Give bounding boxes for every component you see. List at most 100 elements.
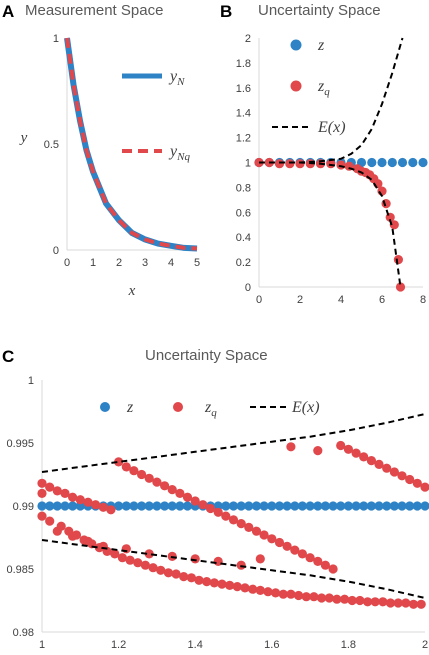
data-point-z — [408, 157, 418, 168]
data-point-z — [244, 501, 254, 511]
data-point-z_q — [129, 466, 139, 476]
x-tick-label: 4 — [168, 257, 174, 269]
data-point-z_q — [236, 519, 246, 529]
data-point-z_q — [240, 583, 250, 593]
data-point-z_q — [167, 485, 177, 495]
data-point-z — [343, 501, 353, 511]
data-point-z_q — [263, 587, 273, 597]
data-point-z — [137, 501, 147, 511]
data-point-z_q — [45, 482, 55, 492]
data-point-z — [251, 501, 262, 511]
x-tick-label: 3 — [142, 257, 148, 269]
data-point-z_q — [420, 482, 429, 492]
data-point-z_q — [140, 560, 150, 570]
x-tick-label: 8 — [420, 294, 426, 306]
data-point-z_q — [366, 456, 376, 466]
data-point-z — [367, 157, 377, 168]
data-point-z_q — [382, 463, 392, 473]
data-point-z_q — [381, 199, 391, 209]
data-point-z_q — [416, 599, 426, 609]
data-point-z_q — [351, 448, 361, 458]
y-tick-label: 1 — [28, 375, 34, 387]
data-point-z_q — [37, 478, 47, 488]
data-point-z_q — [359, 452, 369, 462]
data-point-z — [418, 157, 428, 168]
data-point-z_q — [309, 592, 319, 602]
data-point-z — [305, 501, 315, 511]
legend-swatch-z — [100, 402, 110, 412]
x-tick-label: 4 — [338, 294, 344, 306]
data-point-z — [236, 501, 246, 511]
data-point-z_q — [225, 580, 235, 591]
legend-swatch-zq — [290, 80, 302, 92]
data-point-z — [389, 501, 399, 511]
data-point-z_q — [290, 545, 300, 555]
data-point-z_q — [267, 534, 277, 544]
y-tick-label: 0.4 — [236, 232, 251, 244]
y-tick-label: 2 — [245, 33, 251, 45]
y-tick-label: 0 — [53, 245, 59, 257]
x-tick-label: 1.6 — [264, 639, 279, 651]
data-point-z_q — [52, 486, 62, 496]
data-point-z_q — [274, 537, 285, 548]
data-point-z_q — [259, 530, 269, 540]
panel-title-c: Uncertainty Space — [145, 347, 268, 364]
data-point-z_q — [194, 575, 204, 585]
data-point-z_q — [37, 511, 47, 521]
data-point-z — [121, 501, 131, 511]
data-point-z_q — [370, 597, 380, 607]
x-tick-label: 1 — [39, 639, 45, 651]
data-point-z_q — [152, 477, 162, 487]
y-tick-label: 0.985 — [6, 564, 34, 576]
data-point-z — [274, 501, 285, 511]
x-tick-label: 0 — [256, 294, 262, 306]
y-tick-label: 0 — [245, 282, 251, 294]
data-point-z_q — [236, 560, 246, 570]
data-point-z_q — [98, 502, 108, 512]
data-point-z_q — [232, 582, 242, 592]
data-point-z_q — [343, 444, 353, 454]
data-point-z_q — [121, 462, 131, 472]
x-tick-label: 1.8 — [341, 639, 356, 651]
data-point-z_q — [347, 595, 357, 606]
data-point-z_q — [91, 500, 101, 510]
data-point-z_q — [198, 500, 208, 510]
data-point-z_q — [248, 584, 258, 594]
data-point-z_q — [286, 589, 296, 599]
y-tick-label: 0.2 — [236, 257, 251, 269]
panel-label-a: A — [2, 2, 14, 21]
data-point-z_q — [305, 553, 315, 563]
data-point-z_q — [68, 531, 78, 541]
data-point-z — [336, 501, 346, 511]
data-point-z_q — [389, 467, 399, 477]
data-point-z — [114, 501, 124, 511]
y-tick-label: 1 — [245, 158, 251, 170]
chart-b: 0 2 4 6 8 0 0.2 0.4 0.6 0.8 1 1.2 1.4 1.6 1.8 2 z zq E(x) — [236, 33, 428, 306]
data-point-z — [382, 501, 392, 511]
data-point-z_q — [332, 594, 342, 604]
data-point-z_q — [190, 554, 200, 564]
data-point-z_q — [156, 565, 166, 575]
y-tick-label: 0.99 — [13, 501, 34, 513]
data-point-z — [397, 157, 408, 168]
legend-label-z: z — [317, 37, 325, 54]
legend-label-E: E(x) — [317, 119, 346, 136]
panel-label-c: C — [2, 347, 14, 366]
data-point-z — [175, 501, 185, 511]
data-point-z — [267, 501, 277, 511]
data-point-z_q — [83, 497, 93, 507]
data-point-z_q — [190, 496, 200, 506]
envelope-upper-line — [259, 37, 404, 164]
data-point-z_q — [282, 541, 292, 551]
data-point-z — [328, 501, 338, 511]
data-point-z_q — [209, 578, 219, 588]
data-point-z_q — [301, 592, 311, 602]
data-point-z_q — [295, 159, 305, 169]
data-point-z_q — [255, 585, 265, 596]
panel-label-b: B — [220, 2, 232, 21]
data-point-z_q — [313, 446, 323, 456]
x-tick-label: 2 — [422, 639, 428, 651]
data-point-z_q — [317, 593, 327, 603]
data-point-z_q — [408, 599, 419, 609]
data-point-z_q — [374, 459, 384, 469]
